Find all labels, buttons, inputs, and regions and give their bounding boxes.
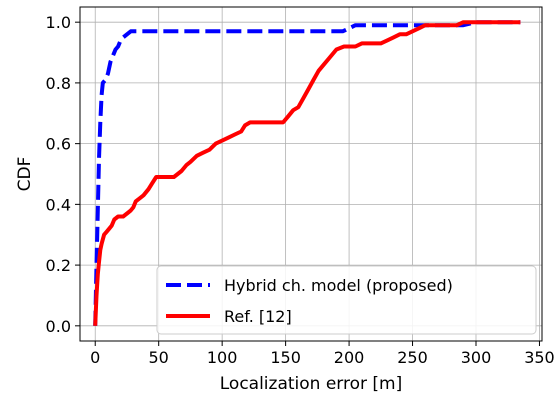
y-tick-label: 0.8 <box>46 74 71 93</box>
x-tick-label: 100 <box>207 348 238 367</box>
x-tick-label: 250 <box>397 348 428 367</box>
legend: Hybrid ch. model (proposed) Ref. [12] <box>156 265 537 335</box>
x-tick-label: 150 <box>270 348 301 367</box>
x-tick-label: 200 <box>334 348 365 367</box>
x-axis-label: Localization error [m] <box>220 374 402 394</box>
y-tick-label: 1.0 <box>46 13 71 32</box>
series-layer <box>93 20 521 326</box>
legend-box <box>156 265 537 335</box>
y-tick-label: 0.0 <box>46 317 71 336</box>
x-tick-label: 50 <box>149 348 169 367</box>
y-tick-label: 0.2 <box>46 256 71 275</box>
plot-frame <box>79 6 543 342</box>
y-tick-label: 0.6 <box>46 135 71 154</box>
legend-label-hybrid: Hybrid ch. model (proposed) <box>224 276 453 295</box>
x-tick-label: 350 <box>524 348 554 367</box>
tick-layer: 0 50 100 150 200 250 300 350 0.0 0.2 0.4 0.6 0.8 1.0 <box>46 13 554 367</box>
y-axis-label: CDF <box>15 157 35 192</box>
legend-label-ref12: Ref. [12] <box>224 307 292 326</box>
y-tick-label: 0.4 <box>46 195 71 214</box>
x-tick-label: 0 <box>90 348 100 367</box>
series-line-ref12 <box>93 20 521 326</box>
x-tick-label: 300 <box>461 348 492 367</box>
